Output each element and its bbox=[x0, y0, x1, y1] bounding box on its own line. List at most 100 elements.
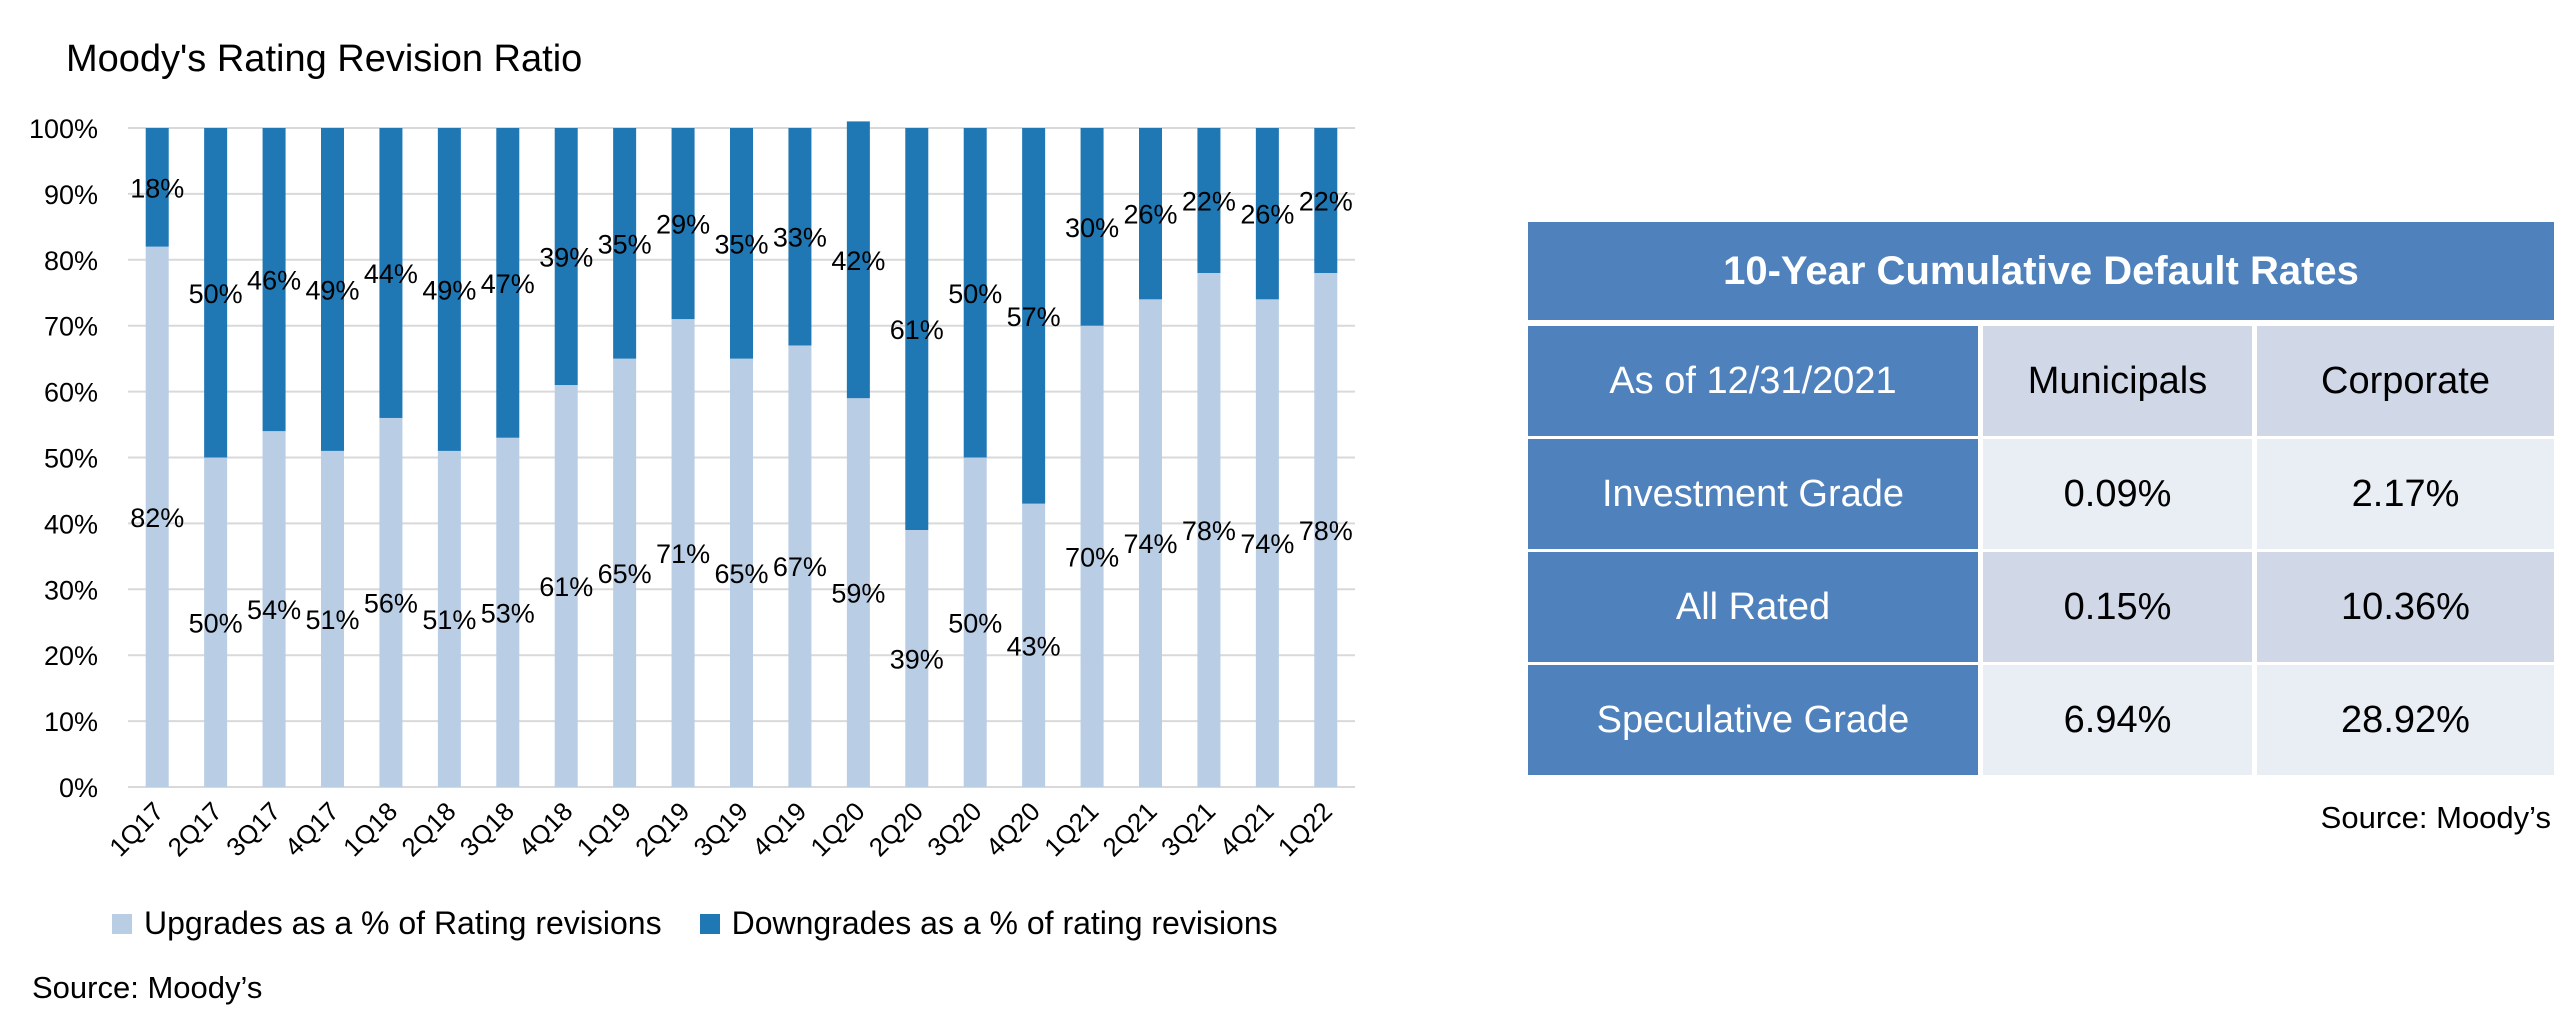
bar-upgrades bbox=[496, 437, 520, 787]
x-tick-label: 1Q20 bbox=[804, 796, 870, 862]
data-label-downgrades: 18% bbox=[130, 173, 184, 203]
y-tick-label: 70% bbox=[44, 312, 98, 342]
chart-legend: Upgrades as a % of Rating revisions Down… bbox=[112, 905, 1316, 942]
y-tick-label: 90% bbox=[44, 180, 98, 210]
corporate-value: 2.17% bbox=[2257, 439, 2554, 549]
y-tick-label: 50% bbox=[44, 444, 98, 474]
bar-upgrades bbox=[1022, 503, 1046, 787]
bar-upgrades bbox=[437, 450, 461, 787]
data-label-upgrades: 74% bbox=[1240, 529, 1294, 559]
bar-upgrades bbox=[1255, 299, 1279, 787]
y-tick-label: 40% bbox=[44, 509, 98, 539]
bar-upgrades bbox=[730, 358, 753, 787]
y-tick-label: 10% bbox=[44, 707, 98, 737]
table-header-row: As of 12/31/2021 Municipals Corporate bbox=[1528, 326, 2554, 439]
data-label-downgrades: 57% bbox=[1007, 302, 1061, 332]
x-tick-label: 4Q21 bbox=[1213, 796, 1279, 862]
legend-swatch-downgrades bbox=[699, 913, 720, 934]
x-tick-label: 4Q19 bbox=[746, 796, 812, 862]
default-rates-table: 10-Year Cumulative Default Rates As of 1… bbox=[1528, 222, 2554, 775]
data-label-downgrades: 33% bbox=[773, 223, 827, 253]
data-label-upgrades: 71% bbox=[656, 539, 710, 569]
header-as-of: As of 12/31/2021 bbox=[1528, 326, 1983, 436]
data-label-downgrades: 44% bbox=[364, 259, 418, 289]
bar-downgrades bbox=[1022, 128, 1046, 504]
bar-upgrades bbox=[321, 450, 344, 787]
bar-downgrades bbox=[963, 128, 987, 458]
header-corporate: Corporate bbox=[2257, 326, 2554, 436]
x-tick-label: 2Q21 bbox=[1097, 796, 1163, 862]
bar-downgrades bbox=[905, 128, 929, 530]
data-label-downgrades: 46% bbox=[247, 266, 301, 296]
data-label-upgrades: 78% bbox=[1299, 516, 1353, 546]
data-label-upgrades: 65% bbox=[714, 559, 768, 589]
x-tick-label: 1Q19 bbox=[571, 796, 637, 862]
table-row: All Rated 0.15% 10.36% bbox=[1528, 552, 2554, 665]
bar-downgrades bbox=[730, 128, 753, 359]
table-row: Speculative Grade 6.94% 28.92% bbox=[1528, 665, 2554, 775]
data-label-downgrades: 30% bbox=[1065, 213, 1119, 243]
bar-downgrades bbox=[671, 128, 695, 320]
data-label-downgrades: 22% bbox=[1182, 186, 1236, 216]
bar-downgrades bbox=[613, 128, 637, 359]
bar-upgrades bbox=[963, 457, 987, 787]
municipals-value: 6.94% bbox=[1983, 665, 2257, 775]
table-source: Source: Moody’s bbox=[2320, 800, 2551, 835]
header-municipals: Municipals bbox=[1983, 326, 2257, 436]
x-tick-label: 4Q17 bbox=[279, 796, 345, 862]
x-tick-label: 1Q21 bbox=[1038, 796, 1104, 862]
data-label-upgrades: 50% bbox=[189, 608, 243, 638]
bar-downgrades bbox=[437, 128, 461, 451]
x-tick-label: 3Q17 bbox=[220, 796, 286, 862]
bar-upgrades bbox=[379, 417, 403, 787]
x-tick-label: 2Q17 bbox=[162, 796, 228, 862]
chart-title: Moody's Rating Revision Ratio bbox=[66, 38, 583, 80]
bar-downgrades bbox=[554, 128, 578, 386]
bar-downgrades bbox=[379, 128, 403, 418]
data-label-downgrades: 47% bbox=[481, 269, 535, 299]
data-label-upgrades: 70% bbox=[1065, 542, 1119, 572]
table-title: 10-Year Cumulative Default Rates bbox=[1528, 222, 2554, 326]
legend-swatch-upgrades bbox=[112, 913, 132, 934]
data-label-upgrades: 74% bbox=[1123, 529, 1177, 559]
data-label-downgrades: 49% bbox=[305, 275, 359, 305]
data-label-upgrades: 67% bbox=[773, 552, 827, 582]
municipals-value: 0.09% bbox=[1983, 439, 2257, 549]
chart-source: Source: Moody’s bbox=[32, 970, 263, 1005]
bar-downgrades bbox=[145, 128, 169, 247]
stacked-bar-chart: 0% 10% 20% 30% 40% 50% 60% 70% 80% 90% 100% 82% 18% 1… bbox=[29, 114, 1355, 862]
x-tick-label: 4Q18 bbox=[512, 796, 578, 862]
bar-upgrades bbox=[905, 529, 929, 787]
data-label-upgrades: 78% bbox=[1182, 516, 1236, 546]
data-label-upgrades: 50% bbox=[948, 608, 1002, 638]
bar-downgrades bbox=[846, 121, 870, 399]
bar-upgrades bbox=[1197, 272, 1221, 788]
data-label-downgrades: 35% bbox=[598, 229, 652, 259]
data-label-upgrades: 61% bbox=[539, 572, 593, 602]
bar-downgrades bbox=[321, 128, 344, 451]
x-tick-label: 3Q20 bbox=[921, 796, 987, 862]
row-label: All Rated bbox=[1528, 552, 1983, 662]
legend-item-upgrades: Upgrades as a % of Rating revisions bbox=[112, 905, 662, 942]
bar-upgrades bbox=[262, 431, 286, 787]
bar-downgrades bbox=[262, 128, 286, 432]
x-tick-label: 2Q18 bbox=[395, 796, 461, 862]
corporate-value: 10.36% bbox=[2257, 552, 2554, 662]
bar-downgrades bbox=[1314, 128, 1338, 273]
data-label-upgrades: 82% bbox=[130, 503, 184, 533]
y-tick-label: 20% bbox=[44, 641, 98, 671]
data-label-downgrades: 35% bbox=[714, 229, 768, 259]
bar-upgrades bbox=[671, 319, 695, 787]
x-tick-label: 2Q19 bbox=[629, 796, 695, 862]
data-label-upgrades: 51% bbox=[422, 605, 476, 635]
data-label-downgrades: 39% bbox=[539, 243, 593, 273]
x-tick-label: 1Q17 bbox=[103, 796, 169, 862]
legend-label-downgrades: Downgrades as a % of rating revisions bbox=[731, 905, 1278, 941]
data-label-downgrades: 42% bbox=[831, 246, 885, 276]
legend-item-downgrades: Downgrades as a % of rating revisions bbox=[699, 905, 1278, 942]
bar-upgrades bbox=[1139, 299, 1162, 787]
data-label-upgrades: 65% bbox=[598, 559, 652, 589]
data-label-downgrades: 29% bbox=[656, 210, 710, 240]
data-label-downgrades: 50% bbox=[189, 279, 243, 309]
data-label-upgrades: 51% bbox=[305, 605, 359, 635]
